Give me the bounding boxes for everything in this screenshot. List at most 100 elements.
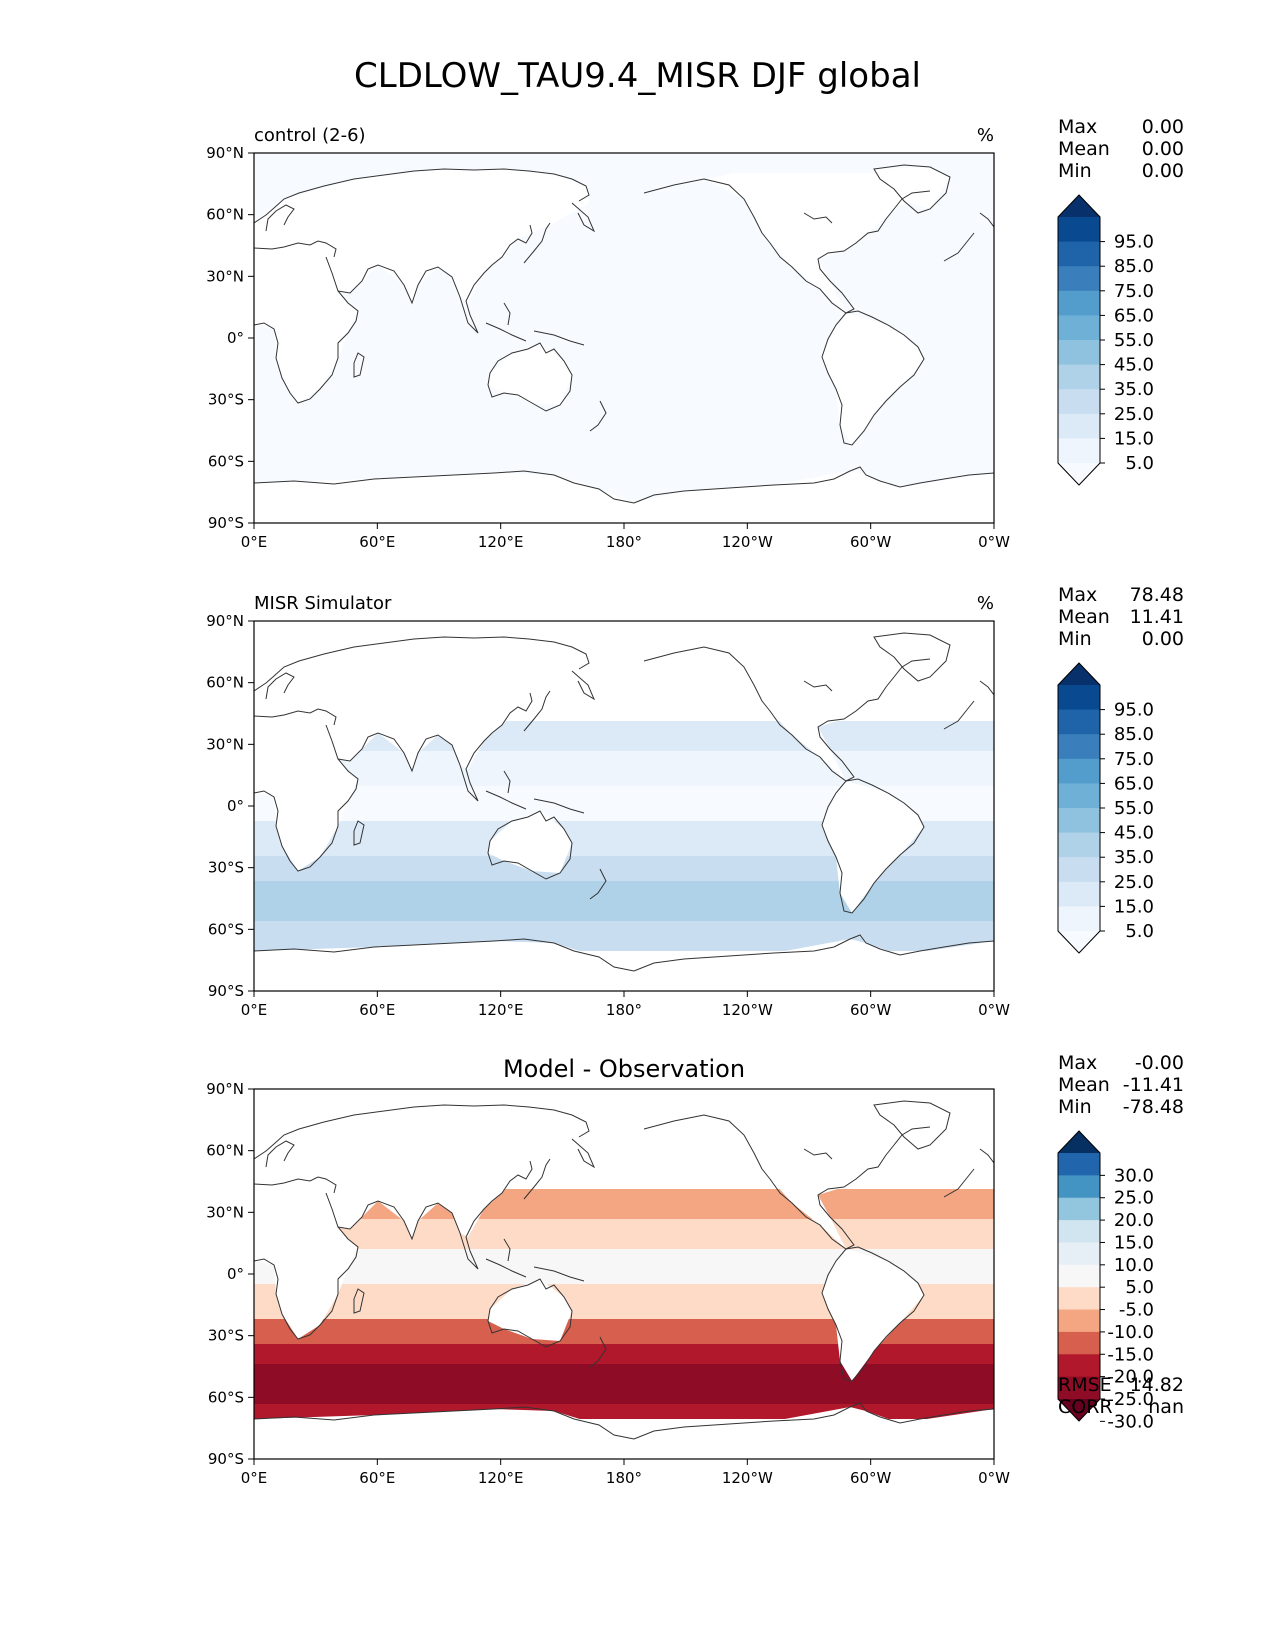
diff-lon-label: 60°E bbox=[359, 1469, 395, 1487]
diff-colorbar-label: 10.0 bbox=[1114, 1255, 1154, 1276]
misr-stat-label-mean: Mean bbox=[1058, 606, 1110, 628]
control-colorbar-segment bbox=[1058, 266, 1100, 292]
misr-land-3 bbox=[874, 635, 950, 677]
control-colorbar-label: 95.0 bbox=[1114, 232, 1154, 253]
control-colorbar-extend-bottom bbox=[1058, 463, 1100, 485]
diff-colorbar-segment bbox=[1058, 1153, 1100, 1176]
misr-colorbar-label: 15.0 bbox=[1114, 896, 1154, 917]
diff-colorbar-segment bbox=[1058, 1220, 1100, 1243]
control-colorbar-label: 75.0 bbox=[1114, 281, 1154, 302]
diff-colorbar: 30.025.020.015.010.05.0-5.0-10.0-15.0-20… bbox=[1057, 1130, 1154, 1432]
control-colorbar-label: 5.0 bbox=[1125, 453, 1154, 474]
control-title-left: control (2-6) bbox=[254, 125, 366, 146]
diff-colorbar-segment bbox=[1058, 1197, 1100, 1221]
misr-stat-label-min: Min bbox=[1058, 628, 1092, 650]
control-stat-value-min: 0.00 bbox=[1142, 160, 1184, 182]
misr-lon-label: 180° bbox=[606, 1001, 642, 1019]
misr-colorbar-label: 45.0 bbox=[1114, 823, 1154, 844]
diff-colorbar-segment bbox=[1058, 1242, 1100, 1266]
misr-field-band-2 bbox=[254, 751, 994, 786]
diff-stats: Max -0.00 Mean -11.41 Min -78.48 bbox=[1058, 1052, 1184, 1118]
diff-colorbar-label: 15.0 bbox=[1114, 1232, 1154, 1253]
control-land-2 bbox=[644, 173, 930, 313]
misr-title-left: MISR Simulator bbox=[254, 593, 392, 614]
misr-colorbar-segment bbox=[1058, 709, 1100, 735]
misr-colorbar-label: 65.0 bbox=[1114, 773, 1154, 794]
misr-field-band-7 bbox=[254, 921, 994, 951]
misr-lon-label: 60°E bbox=[359, 1001, 395, 1019]
diff-lat-label: 30°S bbox=[208, 1327, 244, 1345]
diff-lat-label: 0° bbox=[227, 1265, 244, 1283]
control-lon-label: 0°W bbox=[978, 533, 1010, 551]
diff-field-band-6 bbox=[254, 1344, 994, 1364]
diff-stat-label-max: Max bbox=[1058, 1052, 1097, 1074]
diff-rmse-value: 14.82 bbox=[1130, 1374, 1184, 1396]
misr-colorbar-label: 35.0 bbox=[1114, 847, 1154, 868]
control-units: % bbox=[977, 125, 994, 146]
diff-colorbar-segment bbox=[1058, 1331, 1100, 1355]
misr-colorbar-segment bbox=[1058, 808, 1100, 834]
misr-colorbar-label: 75.0 bbox=[1114, 749, 1154, 770]
misr-colorbar-segment bbox=[1058, 783, 1100, 809]
control-colorbar-segment bbox=[1058, 315, 1100, 341]
control-lon-label: 120°W bbox=[722, 533, 773, 551]
diff-corr-value: nan bbox=[1148, 1396, 1184, 1418]
misr-land-2 bbox=[644, 641, 930, 781]
misr-colorbar-label: 5.0 bbox=[1125, 921, 1154, 942]
map-panel-control: 90°N 60°N 30°N 0° 30°S 60°S 90°S0°E 60°E 120°E 18… bbox=[206, 125, 1010, 551]
diff-colorbar-segment bbox=[1058, 1264, 1100, 1288]
diff-field-band-2 bbox=[254, 1219, 994, 1249]
control-colorbar-segment bbox=[1058, 438, 1100, 464]
control-colorbar-segment bbox=[1058, 364, 1100, 390]
diff-land-5 bbox=[254, 1407, 994, 1459]
misr-lon-label: 120°E bbox=[478, 1001, 524, 1019]
control-colorbar-extend-top bbox=[1058, 195, 1100, 217]
misr-lat-label: 60°S bbox=[208, 920, 244, 938]
misr-land-5 bbox=[254, 939, 994, 991]
control-colorbar-label: 65.0 bbox=[1114, 305, 1154, 326]
diff-title-center: Model - Observation bbox=[503, 1055, 745, 1083]
control-stat-label-mean: Mean bbox=[1058, 138, 1110, 160]
misr-colorbar-segment bbox=[1058, 734, 1100, 760]
diff-lon-label: 60°W bbox=[850, 1469, 892, 1487]
control-lon-label: 180° bbox=[606, 533, 642, 551]
diff-lat-label: 60°N bbox=[206, 1142, 244, 1160]
diff-colorbar-label: -20.0 bbox=[1107, 1367, 1154, 1388]
diff-colorbar-segment bbox=[1058, 1376, 1100, 1400]
control-lat-label: 0° bbox=[227, 329, 244, 347]
control-colorbar-segment bbox=[1058, 340, 1100, 366]
diff-colorbar-label: -30.0 bbox=[1107, 1411, 1154, 1432]
control-stat-label-min: Min bbox=[1058, 160, 1092, 182]
misr-colorbar: 95.0 85.0 75.0 65.0 55.0 45.0 35.0 25.0 15.0 5.0 bbox=[1057, 662, 1154, 954]
control-colorbar-segment bbox=[1058, 413, 1100, 439]
diff-stat-value-mean: -11.41 bbox=[1123, 1074, 1184, 1096]
misr-land-1 bbox=[488, 811, 572, 873]
misr-colorbar-label: 95.0 bbox=[1114, 700, 1154, 721]
map-panel-diff: 90°N 60°N 30°N 0° 30°S 60°S 90°S0°E 60°E 120°E 18… bbox=[206, 1055, 1010, 1487]
diff-colorbar-label: 25.0 bbox=[1114, 1188, 1154, 1209]
misr-lat-label: 90°N bbox=[206, 612, 244, 630]
control-colorbar: 95.0 85.0 75.0 65.0 55.0 45.0 35.0 25.0 15.0 5.0 bbox=[1057, 194, 1154, 486]
misr-colorbar-segment bbox=[1058, 881, 1100, 907]
misr-lon-label: 60°W bbox=[850, 1001, 892, 1019]
misr-lat-label: 90°S bbox=[208, 982, 244, 1000]
diff-land-2 bbox=[644, 1109, 930, 1249]
control-lon-label: 0°E bbox=[241, 533, 268, 551]
diff-stat-value-max: -0.00 bbox=[1135, 1052, 1184, 1074]
diff-lat-label: 90°N bbox=[206, 1080, 244, 1098]
diff-lat-label: 30°N bbox=[206, 1203, 244, 1221]
control-lon-label: 60°E bbox=[359, 533, 395, 551]
misr-lat-label: 60°N bbox=[206, 674, 244, 692]
diff-colorbar-label: 5.0 bbox=[1125, 1277, 1154, 1298]
control-colorbar-segment bbox=[1058, 290, 1100, 316]
misr-colorbar-extend-top bbox=[1058, 663, 1100, 685]
control-lat-label: 30°N bbox=[206, 267, 244, 285]
diff-colorbar-extend-bottom bbox=[1058, 1399, 1100, 1421]
control-stat-value-max: 0.00 bbox=[1142, 116, 1184, 138]
control-colorbar-segment bbox=[1058, 389, 1100, 415]
control-colorbar-label: 55.0 bbox=[1114, 330, 1154, 351]
control-stat-value-mean: 0.00 bbox=[1142, 138, 1184, 160]
diff-lon-label: 0°W bbox=[978, 1469, 1010, 1487]
control-colorbar-label: 35.0 bbox=[1114, 379, 1154, 400]
